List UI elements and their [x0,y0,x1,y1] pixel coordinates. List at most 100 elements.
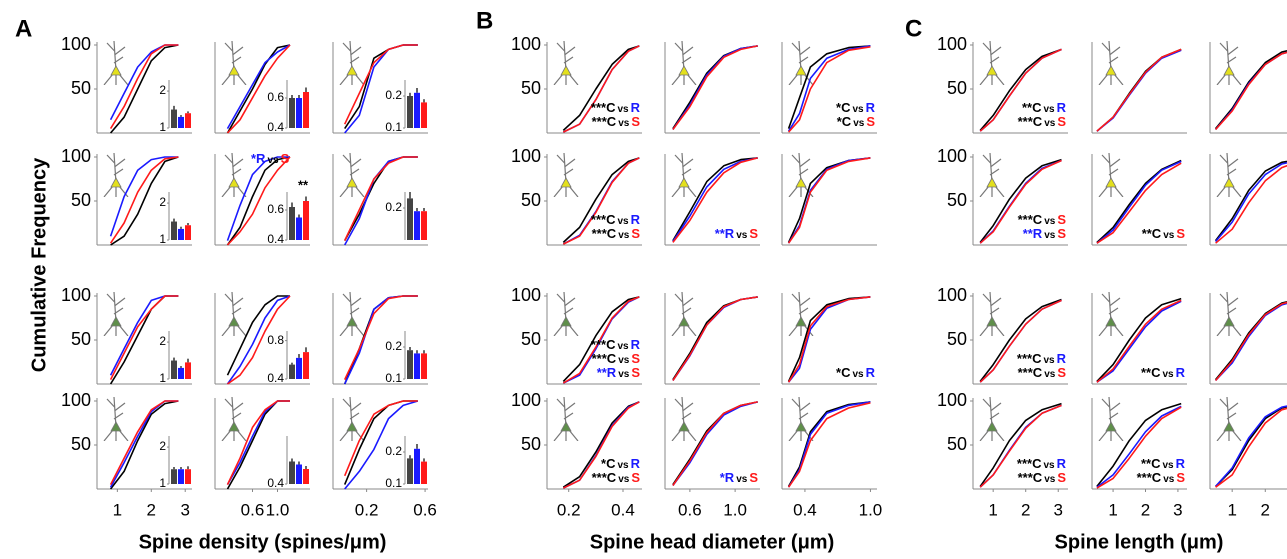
inset-tick-label: 2 [159,83,166,97]
cdf-line [979,48,1062,132]
significance-note: ***C vs S [592,114,641,129]
cdf-line [1096,406,1182,489]
cdf-line [787,296,871,383]
y-tick-label: 50 [521,329,541,349]
inset-tick-label: 0.2 [385,88,402,102]
neuron-icon [103,41,129,85]
neuron-icon [339,292,365,336]
inset-tick-label: 2 [159,439,166,453]
inset-tick-label: 0.8 [267,333,284,347]
cdf-line [562,401,640,489]
cdf-line [672,45,758,130]
x-tick-label: 1 [988,500,997,519]
inset-tick-label: 0.6 [267,202,284,216]
bar [185,362,191,379]
neuron-icon [221,292,247,336]
note-part: **C [1022,100,1042,115]
cdf-line [562,157,640,245]
neuron-icon [671,153,697,197]
bar [289,364,295,379]
note-part: R [631,100,641,115]
x-tick-label: 3 [1173,500,1182,519]
note-part: R [866,100,876,115]
note-part: ***C [592,470,617,485]
note-part: ***C [591,100,616,115]
note-part: S [749,470,758,485]
note-part: S [1057,212,1066,227]
cdf-line [787,401,871,488]
note-part: vs [267,155,279,166]
inset-tick-label: 0.4 [267,120,284,134]
significance-note: *C vs S [837,114,876,129]
significance-note: ***C vs S [1018,365,1067,380]
y-tick-label: 50 [521,190,541,210]
significance-note: ***C vs S [592,226,641,241]
cdf-line [787,402,871,488]
x-tick-label: 3 [1054,500,1063,519]
note-part: vs [618,118,630,129]
y-tick-label: 50 [71,190,91,210]
x-tick-label: 1 [1108,500,1117,519]
cdf-line [226,44,291,134]
note-part: **R [1023,226,1043,241]
cdf-line [1096,405,1182,488]
note-part: ***C [1018,114,1043,129]
note-part: vs [1162,369,1174,380]
cdf-line [226,156,291,246]
bar [289,461,295,484]
bar [185,469,191,484]
note-part: R [1057,100,1067,115]
cdf-line [672,296,758,381]
inset-tick-label: 1 [159,476,166,490]
y-tick-label: 50 [947,190,967,210]
significance-note: ***C vs S [1137,470,1186,485]
cdf-line [1215,302,1287,382]
note-part: **R [715,226,735,241]
note-part: vs [852,369,864,380]
cdf-line [343,400,418,477]
cdf-line [979,48,1062,131]
note-part: vs [617,104,629,115]
note-part: vs [1044,118,1056,129]
neuron-icon [553,292,579,336]
y-tick-label: 50 [521,434,541,454]
cdf-line [979,159,1062,244]
cdf-line [1096,160,1182,244]
note-part: vs [1044,216,1056,227]
cdf-line [979,404,1062,488]
neuron-icon [103,292,129,336]
bar [303,201,309,240]
x-tick-label: 1.0 [723,500,747,519]
significance-note: ***C vs S [1018,212,1067,227]
note-part: ***C [1018,470,1043,485]
y-tick-label: 100 [61,146,91,166]
neuron-icon [339,397,365,441]
cdf-line [1096,162,1182,244]
cdf-line [343,44,418,125]
neuron-icon [1216,41,1242,85]
significance-note: ***C vs R [591,100,641,115]
bar [407,458,413,484]
note-part: ***C [1017,456,1042,471]
cdf-line [226,400,290,485]
bar [414,211,420,240]
note-part: vs [1044,369,1056,380]
significance-note: ***C vs R [1017,351,1067,366]
cdf-line [226,295,290,376]
bar [414,448,420,484]
cdf-line [226,156,290,241]
bar [178,367,184,379]
note-part: vs [617,216,629,227]
note-part: S [631,351,640,366]
note-part: S [631,114,640,129]
inset-tick-label: 1 [159,371,166,385]
bar [178,469,184,484]
bar [414,92,420,128]
significance-note: ***C vs R [1017,456,1067,471]
y-tick-label: 50 [947,78,967,98]
y-tick-label: 100 [937,390,967,410]
inset-tick-label: 0.1 [385,476,402,490]
note-part: **C [1141,365,1161,380]
neuron-icon [339,153,365,197]
